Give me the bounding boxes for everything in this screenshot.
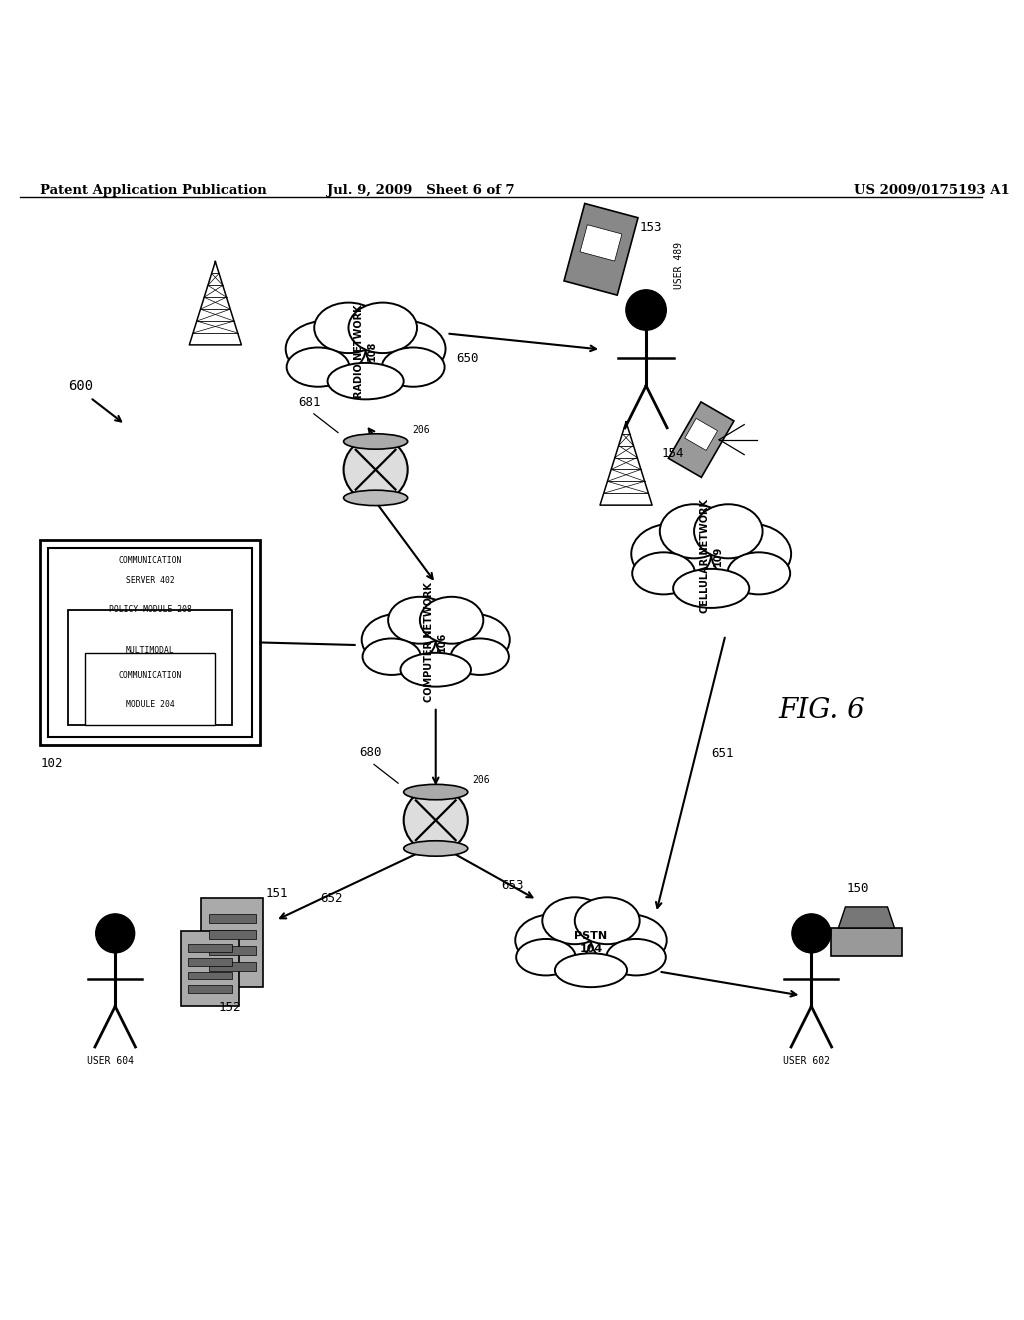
Text: SERVER 402: SERVER 402 [126, 577, 175, 585]
Text: PSTN
104: PSTN 104 [574, 931, 607, 954]
Ellipse shape [574, 898, 640, 944]
Text: RADIO NETWORK
108: RADIO NETWORK 108 [354, 304, 377, 397]
Text: USER 602: USER 602 [783, 1056, 829, 1065]
Polygon shape [685, 418, 718, 450]
Ellipse shape [673, 569, 750, 609]
Polygon shape [580, 224, 622, 261]
Text: USER 604: USER 604 [87, 1056, 134, 1065]
Circle shape [626, 290, 667, 330]
Ellipse shape [366, 321, 445, 378]
Text: 651: 651 [712, 747, 733, 760]
Text: COMMUNICATION: COMMUNICATION [119, 556, 182, 565]
FancyBboxPatch shape [85, 653, 215, 725]
Circle shape [344, 438, 408, 502]
Ellipse shape [555, 953, 627, 987]
Circle shape [95, 913, 135, 953]
Text: MODULE 204: MODULE 204 [126, 700, 175, 709]
Ellipse shape [387, 611, 484, 678]
Ellipse shape [403, 841, 468, 857]
Ellipse shape [543, 898, 607, 944]
Ellipse shape [388, 597, 452, 644]
Ellipse shape [542, 912, 641, 979]
Ellipse shape [400, 653, 471, 686]
Text: 102: 102 [40, 758, 62, 770]
Ellipse shape [286, 321, 366, 378]
Text: 600: 600 [69, 379, 93, 392]
Polygon shape [669, 401, 734, 478]
Text: 151: 151 [265, 887, 288, 900]
Text: Jul. 9, 2009   Sheet 6 of 7: Jul. 9, 2009 Sheet 6 of 7 [327, 185, 514, 197]
FancyBboxPatch shape [48, 548, 253, 737]
FancyBboxPatch shape [209, 915, 256, 923]
Ellipse shape [632, 552, 695, 594]
Ellipse shape [712, 524, 792, 583]
Text: 681: 681 [299, 396, 322, 409]
Text: 653: 653 [501, 879, 523, 892]
Text: 206: 206 [413, 425, 430, 434]
Ellipse shape [344, 434, 408, 449]
Ellipse shape [606, 939, 666, 975]
Ellipse shape [348, 302, 417, 352]
Text: CELLULAR NETWORK
109: CELLULAR NETWORK 109 [699, 499, 723, 612]
FancyBboxPatch shape [202, 899, 263, 986]
Circle shape [403, 788, 468, 853]
Ellipse shape [451, 639, 509, 675]
Text: US 2009/0175193 A1: US 2009/0175193 A1 [854, 185, 1010, 197]
Ellipse shape [694, 504, 763, 558]
FancyBboxPatch shape [209, 962, 256, 970]
Circle shape [792, 913, 830, 953]
Ellipse shape [361, 614, 436, 665]
FancyBboxPatch shape [188, 945, 232, 952]
Ellipse shape [420, 597, 483, 644]
Text: 680: 680 [358, 746, 381, 759]
Text: 206: 206 [473, 775, 490, 785]
Ellipse shape [382, 347, 444, 387]
FancyBboxPatch shape [209, 946, 256, 954]
Text: 153: 153 [639, 222, 662, 234]
Text: COMMUNICATION: COMMUNICATION [119, 671, 182, 680]
Ellipse shape [362, 639, 421, 675]
Ellipse shape [403, 784, 468, 800]
FancyBboxPatch shape [188, 985, 232, 993]
Ellipse shape [727, 552, 791, 594]
Text: 154: 154 [662, 446, 684, 459]
FancyBboxPatch shape [69, 610, 232, 725]
Text: USER 489: USER 489 [674, 243, 684, 289]
Ellipse shape [313, 318, 418, 391]
Ellipse shape [658, 521, 764, 599]
Text: Patent Application Publication: Patent Application Publication [40, 185, 267, 197]
Text: 152: 152 [218, 1001, 241, 1014]
Ellipse shape [436, 614, 510, 665]
Polygon shape [831, 928, 901, 956]
Text: 652: 652 [321, 892, 343, 906]
Ellipse shape [344, 490, 408, 506]
Text: 650: 650 [456, 351, 478, 364]
Polygon shape [564, 203, 638, 296]
FancyBboxPatch shape [181, 931, 240, 1006]
Ellipse shape [287, 347, 349, 387]
Ellipse shape [591, 915, 667, 966]
FancyBboxPatch shape [40, 540, 260, 746]
Ellipse shape [516, 939, 575, 975]
Ellipse shape [328, 363, 403, 400]
Ellipse shape [631, 524, 712, 583]
Polygon shape [839, 907, 895, 928]
Text: MULTIMODAL: MULTIMODAL [126, 647, 175, 655]
Text: FIG. 6: FIG. 6 [778, 697, 864, 723]
FancyBboxPatch shape [209, 931, 256, 939]
FancyBboxPatch shape [188, 972, 232, 979]
Ellipse shape [314, 302, 383, 352]
Text: POLICY MODULE 208: POLICY MODULE 208 [109, 605, 191, 614]
Text: 150: 150 [847, 882, 869, 895]
Ellipse shape [515, 915, 591, 966]
Text: COMPUTER NETWORK
106: COMPUTER NETWORK 106 [424, 582, 447, 702]
Ellipse shape [659, 504, 728, 558]
FancyBboxPatch shape [188, 958, 232, 965]
